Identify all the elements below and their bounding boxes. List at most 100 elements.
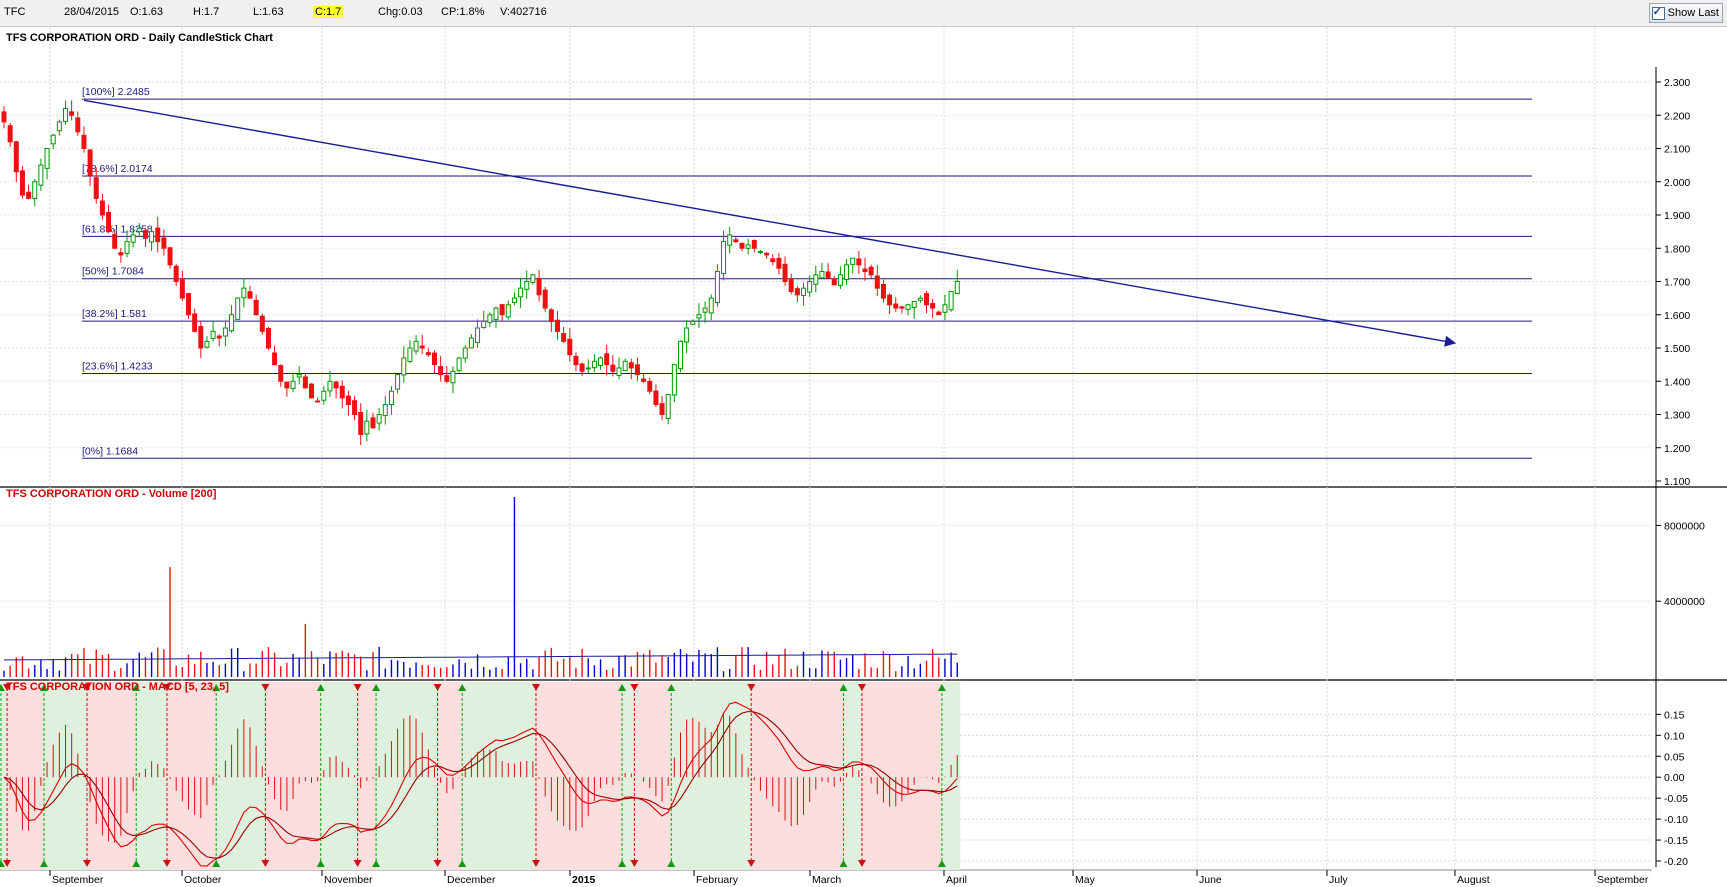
show-last-label: Show Last [1667, 7, 1719, 19]
candle-body [782, 263, 788, 282]
candle-body [542, 289, 548, 309]
candle-body [616, 367, 622, 376]
candle-body [136, 227, 142, 233]
candle-body [708, 297, 714, 314]
buy-arrow-icon [372, 860, 381, 867]
candle-body [813, 274, 819, 285]
macd-tick-label: -0.10 [1664, 814, 1688, 826]
candle-body [917, 297, 923, 301]
candle-body [555, 319, 560, 332]
x-tick-label: July [1329, 874, 1348, 886]
macd-panel [0, 682, 961, 870]
candle-body [874, 275, 880, 289]
candle-body [493, 307, 499, 320]
fib-level-label: [23.6%] 1.4233 [82, 361, 153, 373]
buy-arrow-icon [39, 860, 48, 867]
fib-level-label: [78.6%] 2.0174 [82, 163, 153, 175]
show-last-checkbox[interactable]: Show Last [1648, 3, 1723, 23]
sell-arrow-icon [857, 684, 866, 691]
candle-body [850, 257, 856, 265]
candle-body [13, 141, 19, 173]
candle-body [302, 376, 308, 389]
price-tick-label: 1.900 [1664, 210, 1690, 222]
sell-arrow-icon [261, 684, 270, 691]
candle-body [438, 366, 444, 376]
candle-body [807, 281, 813, 293]
candle-body [936, 311, 942, 316]
price-tick-label: 1.100 [1664, 476, 1690, 488]
buy-arrow-icon [618, 684, 627, 691]
candle-body [198, 325, 204, 349]
macd-tick-label: 0.15 [1664, 709, 1685, 721]
candle-body [610, 364, 616, 372]
candle-body [106, 211, 112, 233]
candle-body [364, 420, 370, 435]
candle-body [634, 364, 640, 376]
candle-body [235, 297, 241, 320]
buy-arrow-icon [839, 860, 848, 867]
x-tick-label: September [52, 874, 104, 886]
price-tick-label: 1.800 [1664, 243, 1690, 255]
buy-arrow-icon [458, 860, 467, 867]
candle-body [819, 271, 825, 279]
candle-body [358, 411, 364, 435]
candle-body [32, 181, 38, 199]
candle-body [924, 293, 929, 306]
price-tick-label: 1.400 [1664, 376, 1690, 388]
fib-level-label: [61.8%] 1.8358 [82, 223, 153, 235]
candle-body [407, 347, 413, 362]
candle-body [272, 352, 278, 366]
buy-arrow-icon [0, 860, 5, 867]
buy-arrow-icon [458, 684, 467, 691]
candle-body [63, 108, 68, 122]
candle-body [831, 278, 837, 286]
candle-body [93, 177, 99, 199]
candle-body [727, 234, 733, 246]
fib-level-label: [0%] 1.1684 [82, 445, 138, 457]
buy-zone [376, 682, 438, 870]
candle-body [475, 327, 481, 343]
candle-body [1, 111, 7, 123]
candle-body [505, 304, 511, 318]
candle-body [345, 395, 351, 406]
candle-body [216, 335, 222, 339]
candle-body [567, 338, 573, 356]
candle-body [801, 287, 806, 296]
chart-area[interactable]: [100%] 2.2485 [78.6%] 2.0174 [61.8%] 1.835… [0, 27, 1727, 887]
x-tick-label: May [1075, 874, 1096, 886]
candle-body [413, 340, 419, 352]
candle-body [721, 241, 727, 275]
candle-body [155, 227, 161, 243]
volume-average-line [4, 653, 958, 661]
x-tick-label: November [324, 874, 373, 886]
sell-zone [357, 682, 377, 870]
volume-panel [3, 497, 958, 677]
candle-body [585, 367, 591, 370]
candle-body [825, 271, 831, 279]
price-tick-label: 2.100 [1664, 144, 1690, 156]
candle-body [844, 264, 850, 281]
candle-body [739, 242, 745, 249]
candle-body [948, 290, 954, 311]
candle-body [401, 357, 407, 376]
candle-body [757, 251, 763, 254]
checkbox-check-icon[interactable] [1651, 5, 1665, 20]
sell-arrow-icon [3, 860, 12, 867]
x-tick-label: February [696, 874, 739, 886]
candle-body [684, 327, 690, 343]
candle-body [837, 274, 843, 286]
candle-body [893, 303, 899, 309]
candle-body [628, 362, 634, 369]
sell-zone [166, 682, 217, 870]
sell-zone [7, 682, 44, 870]
buy-arrow-icon [132, 860, 141, 867]
candle-body [678, 340, 683, 370]
price-tick-label: 1.200 [1664, 443, 1690, 455]
buy-arrow-icon [372, 684, 381, 691]
candle-body [954, 281, 960, 295]
candle-body [702, 307, 708, 313]
sell-zone [634, 682, 672, 870]
buy-zone [622, 682, 635, 870]
buy-arrow-icon [0, 684, 5, 691]
candle-body [395, 374, 401, 390]
